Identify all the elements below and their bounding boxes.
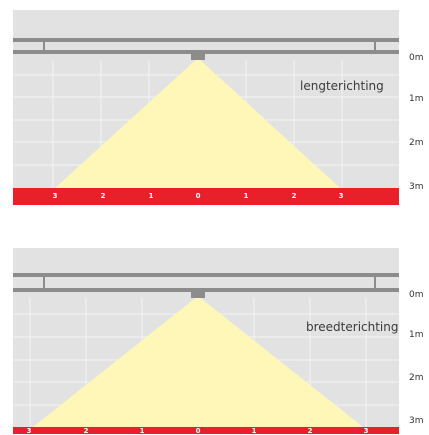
- distance-tick: 2: [291, 192, 297, 200]
- distance-tick: 3: [26, 427, 32, 435]
- distance-tick: 2: [100, 192, 106, 200]
- rail-bracket-right: [374, 277, 376, 288]
- distance-tick: 1: [243, 192, 249, 200]
- rail-top: [13, 38, 399, 42]
- diagram-canvas: [13, 248, 399, 434]
- light-diagram-lengthwise: lengterichting 0m 1m 2m 3m 3 2 1 0 1 2 3: [0, 0, 429, 210]
- distance-tick: 3: [338, 192, 344, 200]
- depth-label-3m: 3m: [409, 416, 424, 426]
- depth-label-2m: 2m: [409, 138, 424, 148]
- depth-label-0m: 0m: [409, 53, 424, 63]
- light-fixture: [191, 292, 205, 298]
- distance-tick: 3: [363, 427, 369, 435]
- rail-bracket-left: [43, 277, 45, 288]
- rail-bottom: [13, 288, 399, 292]
- light-cone: [33, 296, 363, 427]
- light-cone: [55, 58, 340, 188]
- distance-tick: 3: [52, 192, 58, 200]
- depth-label-3m: 3m: [409, 182, 424, 192]
- depth-label-1m: 1m: [409, 330, 424, 340]
- distance-tick: 1: [139, 427, 145, 435]
- distance-tick: 1: [148, 192, 154, 200]
- rail-bracket-left: [43, 42, 45, 50]
- rail-bottom: [13, 50, 399, 54]
- direction-label: breedterichting: [306, 320, 399, 334]
- distance-tick: 1: [251, 427, 257, 435]
- distance-tick: 0: [195, 192, 201, 200]
- direction-label: lengterichting: [300, 79, 384, 93]
- rail-bracket-right: [374, 42, 376, 50]
- distance-tick: 0: [195, 427, 201, 435]
- depth-label-2m: 2m: [409, 373, 424, 383]
- depth-label-0m: 0m: [409, 290, 424, 300]
- diagram-canvas: [13, 10, 399, 205]
- distance-tick: 2: [307, 427, 313, 435]
- rail-top: [13, 273, 399, 277]
- light-fixture: [191, 54, 205, 60]
- floor-scale: [13, 427, 399, 434]
- floor-scale: [13, 188, 399, 205]
- depth-label-1m: 1m: [409, 94, 424, 104]
- distance-tick: 2: [83, 427, 89, 435]
- light-diagram-widthwise: breedterichting 0m 1m 2m 3m 3 2 1 0 1 2 …: [0, 224, 429, 435]
